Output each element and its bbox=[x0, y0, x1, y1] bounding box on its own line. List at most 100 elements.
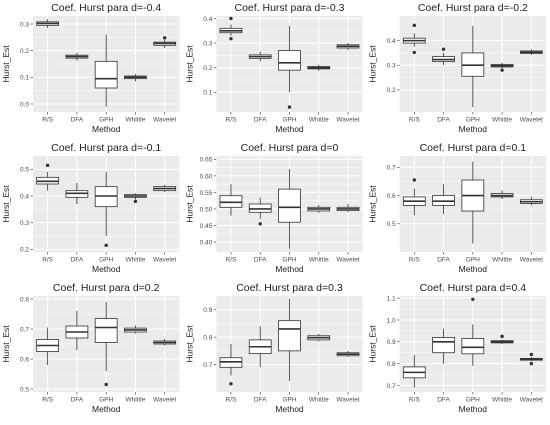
box-rs bbox=[36, 19, 60, 28]
x-tick-label: GPH bbox=[282, 257, 296, 264]
iqr-box bbox=[94, 60, 118, 89]
x-axis-title: Method bbox=[459, 124, 488, 134]
box-rs bbox=[402, 354, 426, 388]
x-tick-label: R/S bbox=[226, 397, 238, 404]
x-tick-label: DFA bbox=[254, 397, 267, 404]
y-tick-label: 0.0 bbox=[20, 101, 29, 108]
box-gph bbox=[94, 302, 118, 387]
box-wavelet bbox=[336, 43, 360, 50]
box-whittle bbox=[124, 193, 147, 204]
y-tick-label: 0.4 bbox=[20, 193, 29, 200]
outlier-point bbox=[412, 178, 417, 182]
y-tick-label: 0.7 bbox=[387, 383, 396, 390]
x-tick-label: Wavelet bbox=[336, 397, 359, 404]
chart-panel-9: Coef. Hurst para d=0.4 0.7 0.8 0.9 1.0 1.1 R/S… bbox=[368, 282, 546, 414]
x-tick-label: DFA bbox=[254, 117, 267, 124]
box-rs bbox=[402, 23, 426, 55]
box-gph bbox=[278, 25, 301, 109]
x-tick-label: Whittle bbox=[125, 257, 145, 264]
chart-title: Coef. Hurst para d=-0.2 bbox=[418, 2, 528, 14]
y-tick-label: 0.6 bbox=[387, 193, 396, 200]
x-tick-label: Whittle bbox=[309, 257, 329, 264]
y-tick-label: 0.40 bbox=[200, 239, 213, 246]
box-whittle bbox=[307, 333, 331, 342]
chart-title: Coef. Hurst para d=0.3 bbox=[236, 282, 343, 294]
x-tick-label: DFA bbox=[437, 257, 450, 264]
x-tick-label: DFA bbox=[437, 397, 450, 404]
x-tick-label: Whittle bbox=[309, 397, 329, 404]
chart-panel-6: Coef. Hurst para d=0.1 0.5 0.6 0.7 R/S DFA GPH… bbox=[368, 142, 546, 274]
x-axis-title: Method bbox=[92, 264, 121, 274]
outlier-point bbox=[229, 382, 233, 386]
x-tick-label: GPH bbox=[282, 117, 296, 124]
x-tick-label: Wavelet bbox=[153, 117, 176, 124]
x-axis-title: Method bbox=[92, 404, 121, 414]
box-wavelet bbox=[153, 338, 177, 346]
y-tick-label: 0.5 bbox=[20, 167, 29, 174]
y-tick-label: 0.7 bbox=[203, 362, 212, 369]
y-tick-label: 0.3 bbox=[203, 40, 212, 47]
box-rs bbox=[36, 163, 60, 191]
x-tick-label: Whittle bbox=[125, 117, 145, 124]
box-wavelet bbox=[519, 49, 543, 55]
box-dfa bbox=[248, 326, 272, 368]
box-dfa bbox=[248, 51, 272, 62]
outlier-point bbox=[287, 105, 292, 109]
box-dfa bbox=[432, 184, 455, 214]
y-tick-label: 0.45 bbox=[200, 223, 213, 230]
outlier-point bbox=[529, 352, 534, 357]
box-dfa bbox=[432, 328, 455, 364]
box-whittle bbox=[490, 334, 514, 344]
chart-panel-7: Coef. Hurst para d=0.2 0.5 0.6 0.7 0.8 R/S DFA… bbox=[1, 282, 180, 414]
x-tick-label: R/S bbox=[42, 257, 54, 264]
y-tick-label: 0.4 bbox=[203, 16, 212, 23]
x-tick-label: R/S bbox=[409, 397, 421, 404]
box-dfa bbox=[432, 47, 455, 66]
x-tick-label: R/S bbox=[226, 257, 238, 264]
y-tick-label: 0.7 bbox=[387, 165, 396, 172]
x-tick-label: Whittle bbox=[492, 257, 512, 264]
chart-title: Coef. Hurst para d=0.2 bbox=[53, 282, 160, 294]
x-tick-label: GPH bbox=[466, 257, 480, 264]
y-tick-label: 0.7 bbox=[20, 326, 29, 333]
box-gph bbox=[94, 172, 118, 248]
outlier-point bbox=[162, 36, 167, 40]
iqr-box bbox=[278, 50, 301, 71]
box-gph bbox=[94, 34, 118, 107]
y-axis-title: Hurst_Est bbox=[184, 325, 194, 363]
x-axis-title: Method bbox=[275, 264, 304, 274]
x-tick-label: GPH bbox=[466, 117, 480, 124]
x-tick-label: Whittle bbox=[492, 397, 512, 404]
outlier-point bbox=[500, 68, 504, 72]
box-gph bbox=[461, 25, 485, 108]
chart-title: Coef. Hurst para d=0.4 bbox=[420, 282, 527, 294]
outlier-point bbox=[104, 243, 108, 248]
box-gph bbox=[461, 161, 485, 244]
x-tick-label: Wavelet bbox=[520, 117, 543, 124]
x-axis-title: Method bbox=[92, 124, 121, 134]
y-tick-label: 0.3 bbox=[20, 21, 29, 28]
x-tick-label: DFA bbox=[71, 117, 84, 124]
y-tick-label: 0.9 bbox=[203, 307, 212, 314]
y-tick-label: 0.5 bbox=[20, 386, 29, 393]
outlier-point bbox=[229, 16, 233, 21]
outlier-point bbox=[529, 361, 534, 366]
y-axis-title: Hurst_Est bbox=[1, 185, 11, 223]
iqr-box bbox=[278, 320, 301, 352]
box-wavelet bbox=[153, 184, 177, 192]
y-tick-label: 0.4 bbox=[387, 38, 396, 45]
x-tick-label: DFA bbox=[437, 117, 450, 124]
box-wavelet bbox=[519, 352, 543, 366]
x-tick-label: R/S bbox=[409, 117, 421, 124]
box-wavelet bbox=[336, 204, 360, 213]
box-whittle bbox=[490, 190, 514, 199]
outlier-point bbox=[258, 222, 262, 226]
y-tick-label: 0.3 bbox=[387, 63, 396, 70]
y-axis-title: Hurst_Est bbox=[184, 45, 194, 83]
iqr-box bbox=[461, 338, 485, 355]
chart-panel-1: Coef. Hurst para d=-0.4 0.0 0.1 0.2 0.3 R/S DF… bbox=[1, 2, 180, 134]
y-tick-label: 0.65 bbox=[200, 157, 213, 164]
box-gph bbox=[278, 169, 301, 249]
y-axis-title: Hurst_Est bbox=[184, 185, 194, 223]
y-tick-label: 0.8 bbox=[203, 335, 212, 342]
